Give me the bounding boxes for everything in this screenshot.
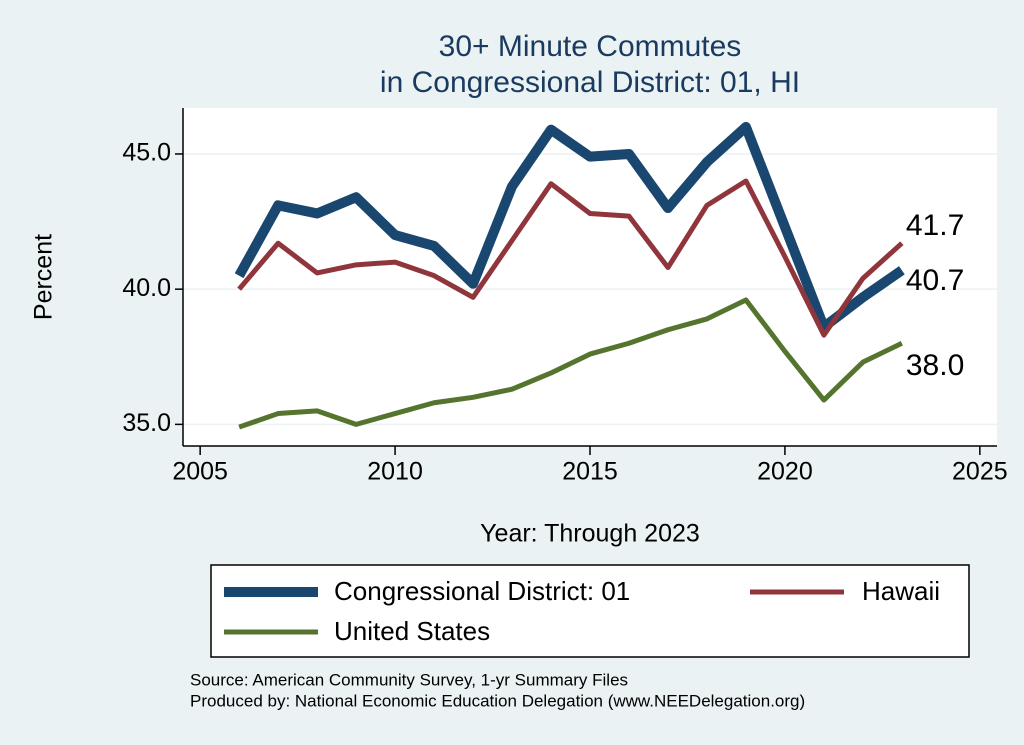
y-tick-label: 40.0 bbox=[122, 274, 171, 302]
y-axis-label: Percent bbox=[30, 234, 58, 320]
x-tick-label: 2010 bbox=[367, 458, 423, 486]
value-label: 40.7 bbox=[906, 264, 964, 297]
legend-label: United States bbox=[334, 616, 490, 646]
value-label: 41.7 bbox=[906, 209, 964, 242]
series-line bbox=[238, 297, 903, 430]
value-label: 38.0 bbox=[906, 349, 964, 382]
legend-label: Hawaii bbox=[862, 576, 940, 606]
source-note: Produced by: National Economic Education… bbox=[190, 691, 805, 710]
x-tick-label: 2015 bbox=[562, 458, 618, 486]
source-note: Source: American Community Survey, 1-yr … bbox=[190, 670, 628, 689]
y-tick-label: 45.0 bbox=[122, 139, 171, 167]
legend-label: Congressional District: 01 bbox=[334, 576, 630, 606]
y-tick-label: 35.0 bbox=[122, 409, 171, 437]
series-line bbox=[234, 121, 905, 333]
series-line bbox=[237, 178, 904, 338]
legend bbox=[210, 564, 970, 658]
chart-title: 30+ Minute Commutes bbox=[439, 30, 742, 63]
x-tick-label: 2025 bbox=[952, 458, 1008, 486]
x-tick-label: 2005 bbox=[172, 458, 228, 486]
chart-title: in Congressional District: 01, HI bbox=[380, 66, 800, 99]
x-axis-label: Year: Through 2023 bbox=[480, 520, 700, 548]
x-tick-label: 2020 bbox=[757, 458, 813, 486]
